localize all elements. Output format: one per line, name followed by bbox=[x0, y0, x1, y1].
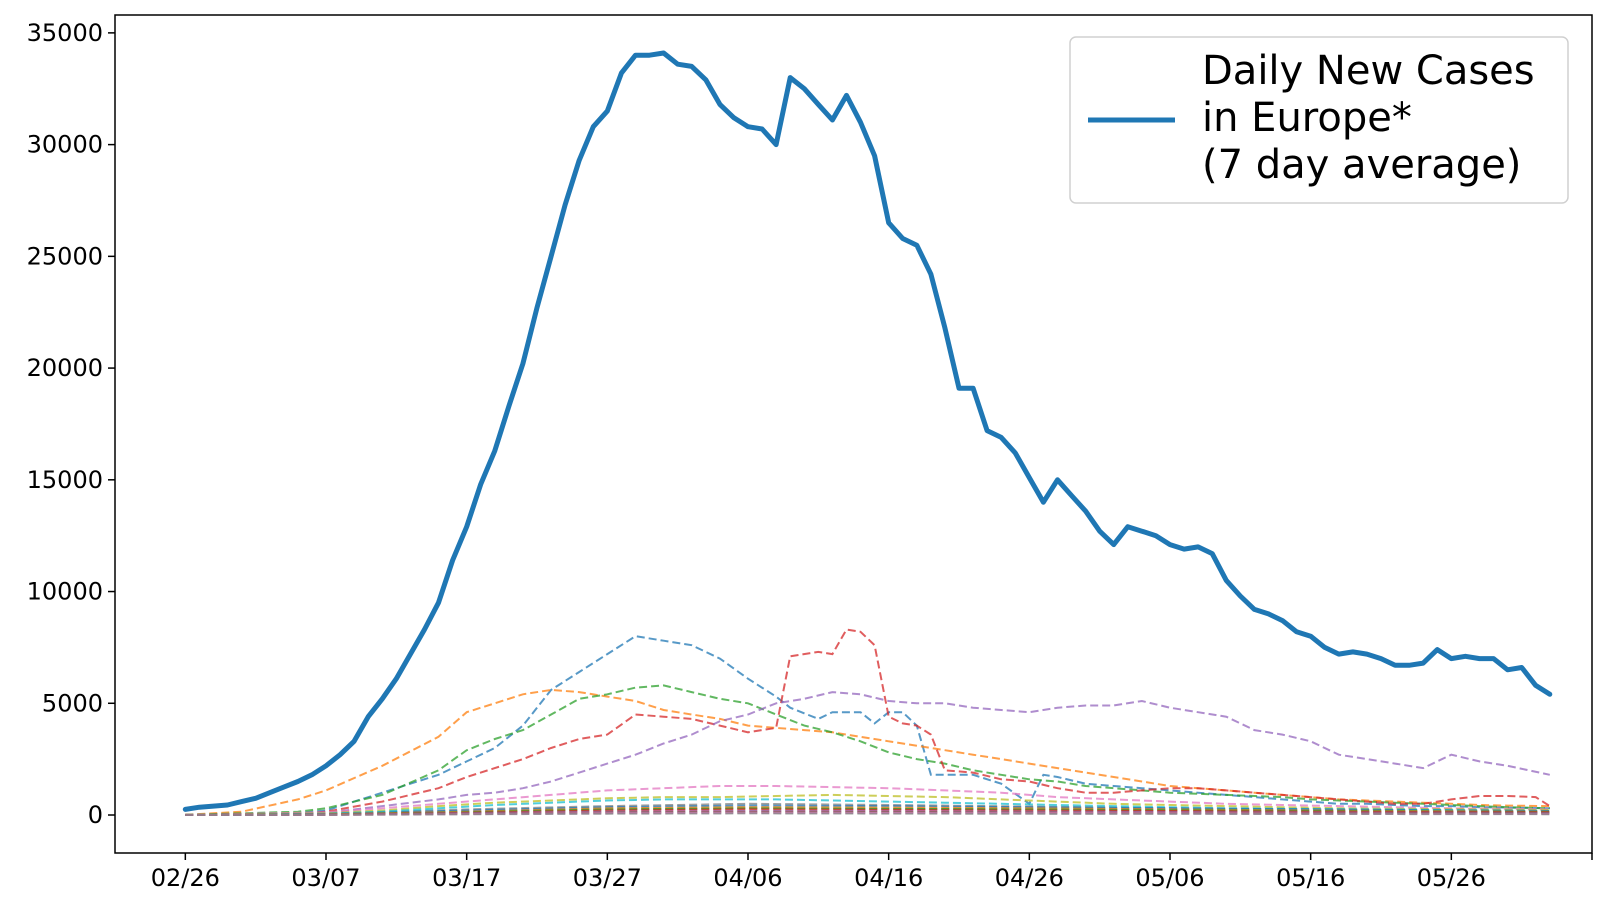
y-tick-label: 10000 bbox=[27, 578, 103, 606]
y-tick-label: 35000 bbox=[27, 19, 103, 47]
legend-label-line-2: in Europe* bbox=[1202, 95, 1412, 141]
x-tick-label: 03/17 bbox=[432, 864, 501, 892]
x-tick-label: 05/06 bbox=[1135, 864, 1204, 892]
country-series-group bbox=[185, 628, 1551, 816]
y-tick-label: 20000 bbox=[27, 354, 103, 382]
legend-label-line-3: (7 day average) bbox=[1202, 142, 1521, 188]
x-tick-label: 02/26 bbox=[151, 864, 220, 892]
x-tick-label: 04/26 bbox=[995, 864, 1064, 892]
x-tick-label: 04/16 bbox=[854, 864, 923, 892]
y-tick-label: 30000 bbox=[27, 131, 103, 159]
y-tick-label: 15000 bbox=[27, 466, 103, 494]
country-series-line-3 bbox=[185, 684, 1550, 816]
x-tick-label: 05/26 bbox=[1417, 864, 1486, 892]
country-series-line-7 bbox=[185, 785, 1550, 816]
x-tick-label: 03/07 bbox=[291, 864, 360, 892]
axes-group: 0 5000 10000 15000 20000 25000 30000 35000 02/26… bbox=[27, 14, 1593, 892]
x-tick-label: 04/06 bbox=[713, 864, 782, 892]
country-series-line-4 bbox=[185, 628, 1551, 816]
y-tick-label: 0 bbox=[88, 801, 103, 829]
y-tick-label: 25000 bbox=[27, 242, 103, 270]
main-series-line bbox=[182, 50, 1553, 812]
plot-frame bbox=[114, 14, 1593, 854]
country-series-line-9 bbox=[185, 793, 1550, 816]
y-tick-label: 5000 bbox=[42, 689, 103, 717]
main-series-group bbox=[182, 50, 1553, 812]
country-series-line-5 bbox=[185, 691, 1551, 816]
legend-label-line-1: Daily New Cases bbox=[1202, 48, 1535, 94]
x-tick-label: 03/27 bbox=[573, 864, 642, 892]
x-tick-label: 05/16 bbox=[1276, 864, 1345, 892]
legend-box bbox=[1069, 36, 1569, 204]
country-series-line-10 bbox=[185, 798, 1550, 816]
country-series-line-18 bbox=[185, 812, 1550, 816]
